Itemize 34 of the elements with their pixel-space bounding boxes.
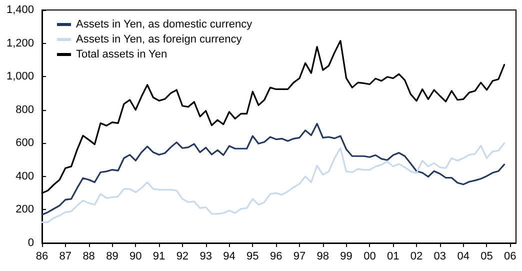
legend-label: Total assets in Yen bbox=[76, 48, 168, 60]
x-tick-label: 92 bbox=[176, 250, 189, 262]
x-tick-label: 95 bbox=[246, 250, 259, 262]
x-tick-label: 99 bbox=[340, 250, 352, 262]
x-tick-label: 04 bbox=[457, 250, 470, 262]
x-tick-label: 05 bbox=[480, 250, 493, 262]
x-tick-label: 02 bbox=[410, 250, 423, 262]
legend-label: Assets in Yen, as domestic currency bbox=[76, 18, 253, 30]
x-tick-label: 00 bbox=[364, 250, 376, 262]
x-tick-label: 94 bbox=[223, 250, 236, 262]
y-tick-label: 1,000 bbox=[6, 70, 34, 83]
line-series bbox=[41, 122, 506, 216]
legend-label: Assets in Yen, as foreign currency bbox=[76, 34, 242, 46]
y-tick-label: 600 bbox=[16, 137, 34, 150]
x-tick-label: 86 bbox=[36, 250, 48, 262]
x-tick-label: 91 bbox=[152, 250, 166, 262]
line-series bbox=[41, 142, 506, 223]
x-tick-label: 97 bbox=[293, 250, 306, 262]
y-tick-label: 800 bbox=[16, 104, 34, 116]
x-tick-label: 06 bbox=[504, 250, 516, 262]
y-tick-label: 1,400 bbox=[6, 4, 34, 16]
y-tick-label: 0 bbox=[28, 237, 34, 249]
y-tick-label: 400 bbox=[16, 170, 34, 182]
x-tick-label: 96 bbox=[270, 250, 282, 262]
y-tick-label: 200 bbox=[16, 204, 34, 216]
x-tick-label: 90 bbox=[130, 250, 142, 262]
y-tick-label: 1,200 bbox=[6, 37, 34, 50]
x-tick-label: 93 bbox=[200, 250, 212, 262]
x-tick-label: 01 bbox=[386, 250, 400, 262]
x-tick-label: 89 bbox=[106, 250, 118, 262]
x-tick-label: 87 bbox=[59, 250, 72, 262]
x-tick-label: 88 bbox=[82, 250, 95, 262]
x-tick-label: 98 bbox=[316, 250, 330, 262]
x-tick-label: 03 bbox=[434, 250, 446, 262]
